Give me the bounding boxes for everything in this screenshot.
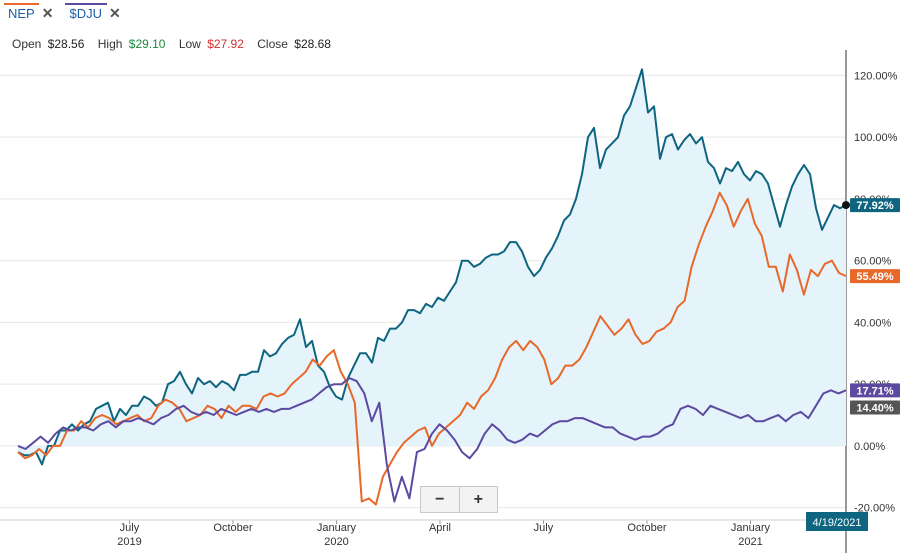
x-tick-label: January [731, 522, 771, 534]
current-date-label: 4/19/2021 [813, 517, 862, 529]
close-value: $28.68 [294, 37, 331, 51]
last-value-label: 77.92% [856, 200, 894, 212]
x-tick-year: 2019 [117, 536, 141, 548]
last-value-label: 55.49% [856, 271, 894, 283]
last-value-badge [850, 400, 900, 415]
y-tick-label: 100.00% [854, 132, 898, 144]
series-line-1 [17, 191, 847, 506]
x-tick-label: April [429, 522, 451, 534]
y-tick-label: -20.00% [854, 503, 895, 515]
y-tick-label: 120.00% [854, 70, 898, 82]
x-tick-year: 2020 [324, 536, 348, 548]
close-icon[interactable]: ✕ [108, 4, 121, 21]
current-point-marker [842, 201, 850, 210]
x-tick-label: July [534, 522, 554, 534]
open-label: Open [12, 37, 42, 51]
ohlc-readout: Open $28.56 High $29.10 Low $27.92 Close… [12, 37, 334, 51]
zoom-in-button[interactable]: + [473, 490, 483, 508]
zoom-controls: − + [420, 486, 498, 513]
y-tick-label: 0.00% [854, 441, 885, 453]
series-line-2 [17, 377, 847, 503]
tab-dju-label: $DJU [69, 5, 102, 21]
current-date-badge [806, 512, 868, 531]
symbol-tabs: NEP ✕ $DJU ✕ [0, 0, 129, 28]
x-tick-label: October [213, 522, 252, 534]
x-tick-label: January [317, 522, 357, 534]
last-value-badge [850, 269, 900, 284]
open-value: $28.56 [47, 37, 85, 51]
x-tick-year: 2021 [738, 536, 762, 548]
series-area-fill [18, 69, 846, 465]
series-line-0 [17, 68, 847, 466]
tab-nep[interactable]: NEP ✕ [0, 0, 61, 26]
tab-nep-color-bar [4, 3, 40, 5]
close-label: Close [257, 37, 288, 51]
x-tick-label: October [627, 522, 666, 534]
x-tick-label: July [120, 522, 140, 534]
high-value: $29.10 [128, 37, 166, 51]
tab-dju[interactable]: $DJU ✕ [61, 0, 128, 26]
high-label: High [97, 37, 123, 51]
tab-dju-color-bar [65, 3, 107, 5]
low-value: $27.92 [207, 37, 244, 51]
last-value-badge [850, 383, 900, 398]
y-tick-label: 40.00% [854, 317, 892, 329]
low-label: Low [178, 37, 201, 51]
y-tick-label: 60.00% [854, 256, 892, 268]
last-value-label: 17.71% [856, 385, 894, 397]
zoom-out-button[interactable]: − [421, 487, 460, 512]
last-value-badge [850, 198, 900, 213]
last-value-label: 14.40% [856, 402, 894, 414]
tab-nep-label: NEP [8, 5, 35, 21]
close-icon[interactable]: ✕ [41, 4, 54, 21]
